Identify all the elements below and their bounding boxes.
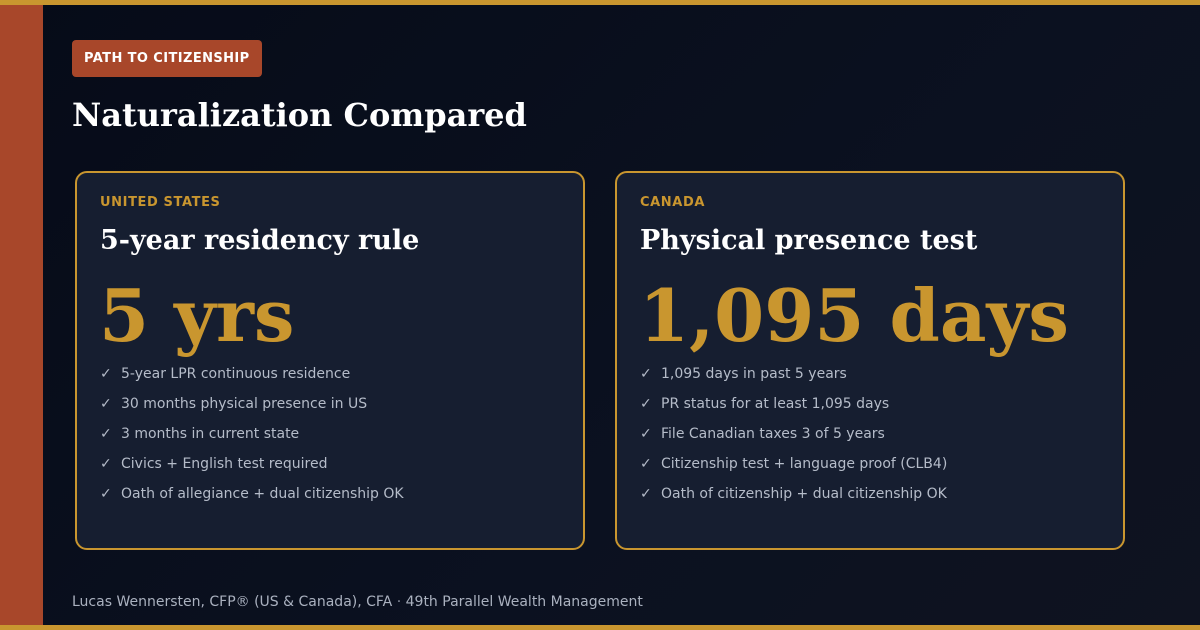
check-icon: ✓	[640, 456, 652, 472]
country-label: CANADA	[640, 195, 705, 210]
requirements-list: ✓ 1,095 days in past 5 years ✓ PR status f…	[640, 363, 947, 513]
list-item-text: PR status for at least 1,095 days	[661, 396, 890, 412]
list-item-text: 30 months physical presence in US	[121, 396, 368, 412]
firm-name: 49th Parallel Wealth Management	[405, 594, 643, 610]
list-item-text: File Canadian taxes 3 of 5 years	[661, 426, 885, 442]
list-item: ✓ Civics + English test required	[100, 453, 404, 483]
check-icon: ✓	[100, 396, 112, 412]
check-icon: ✓	[100, 486, 112, 502]
check-icon: ✓	[640, 366, 652, 382]
footer-credit: Lucas Wennersten, CFP® (US & Canada), CF…	[72, 594, 643, 610]
check-icon: ✓	[100, 456, 112, 472]
list-item: ✓ Oath of citizenship + dual citizenship …	[640, 483, 947, 513]
check-icon: ✓	[100, 366, 112, 382]
list-item-text: 5-year LPR continuous residence	[121, 366, 351, 382]
page-title: Naturalization Compared	[72, 96, 527, 134]
card-united-states: UNITED STATES 5-year residency rule 5 yr…	[75, 171, 585, 550]
country-label: UNITED STATES	[100, 195, 221, 210]
list-item: ✓ 30 months physical presence in US	[100, 393, 404, 423]
rule-heading: Physical presence test	[640, 225, 978, 256]
check-icon: ✓	[640, 486, 652, 502]
list-item: ✓ Oath of allegiance + dual citizenship O…	[100, 483, 404, 513]
requirements-list: ✓ 5-year LPR continuous residence ✓ 30 mon…	[100, 363, 404, 513]
list-item: ✓ 3 months in current state	[100, 423, 404, 453]
footer-separator: ·	[396, 594, 402, 610]
list-item: ✓ File Canadian taxes 3 of 5 years	[640, 423, 947, 453]
author-credit: Lucas Wennersten, CFP® (US & Canada), CF…	[72, 594, 393, 610]
category-badge: PATH TO CITIZENSHIP	[72, 40, 262, 77]
rule-heading: 5-year residency rule	[100, 225, 420, 256]
headline-stat: 1,095 days	[639, 273, 1069, 358]
check-icon: ✓	[100, 426, 112, 442]
list-item: ✓ Citizenship test + language proof (CLB4…	[640, 453, 947, 483]
list-item: ✓ 5-year LPR continuous residence	[100, 363, 404, 393]
top-accent-bar	[0, 0, 1200, 5]
list-item-text: Oath of citizenship + dual citizenship O…	[661, 486, 947, 502]
list-item-text: Citizenship test + language proof (CLB4)	[661, 456, 948, 472]
card-canada: CANADA Physical presence test 1,095 days…	[615, 171, 1125, 550]
list-item-text: Oath of allegiance + dual citizenship OK	[121, 486, 404, 502]
left-accent-stripe	[0, 5, 43, 625]
list-item: ✓ PR status for at least 1,095 days	[640, 393, 947, 423]
list-item-text: 1,095 days in past 5 years	[661, 366, 847, 382]
check-icon: ✓	[640, 396, 652, 412]
headline-stat: 5 yrs	[99, 273, 295, 358]
bottom-accent-bar	[0, 625, 1200, 630]
list-item-text: Civics + English test required	[121, 456, 328, 472]
list-item: ✓ 1,095 days in past 5 years	[640, 363, 947, 393]
check-icon: ✓	[640, 426, 652, 442]
list-item-text: 3 months in current state	[121, 426, 300, 442]
